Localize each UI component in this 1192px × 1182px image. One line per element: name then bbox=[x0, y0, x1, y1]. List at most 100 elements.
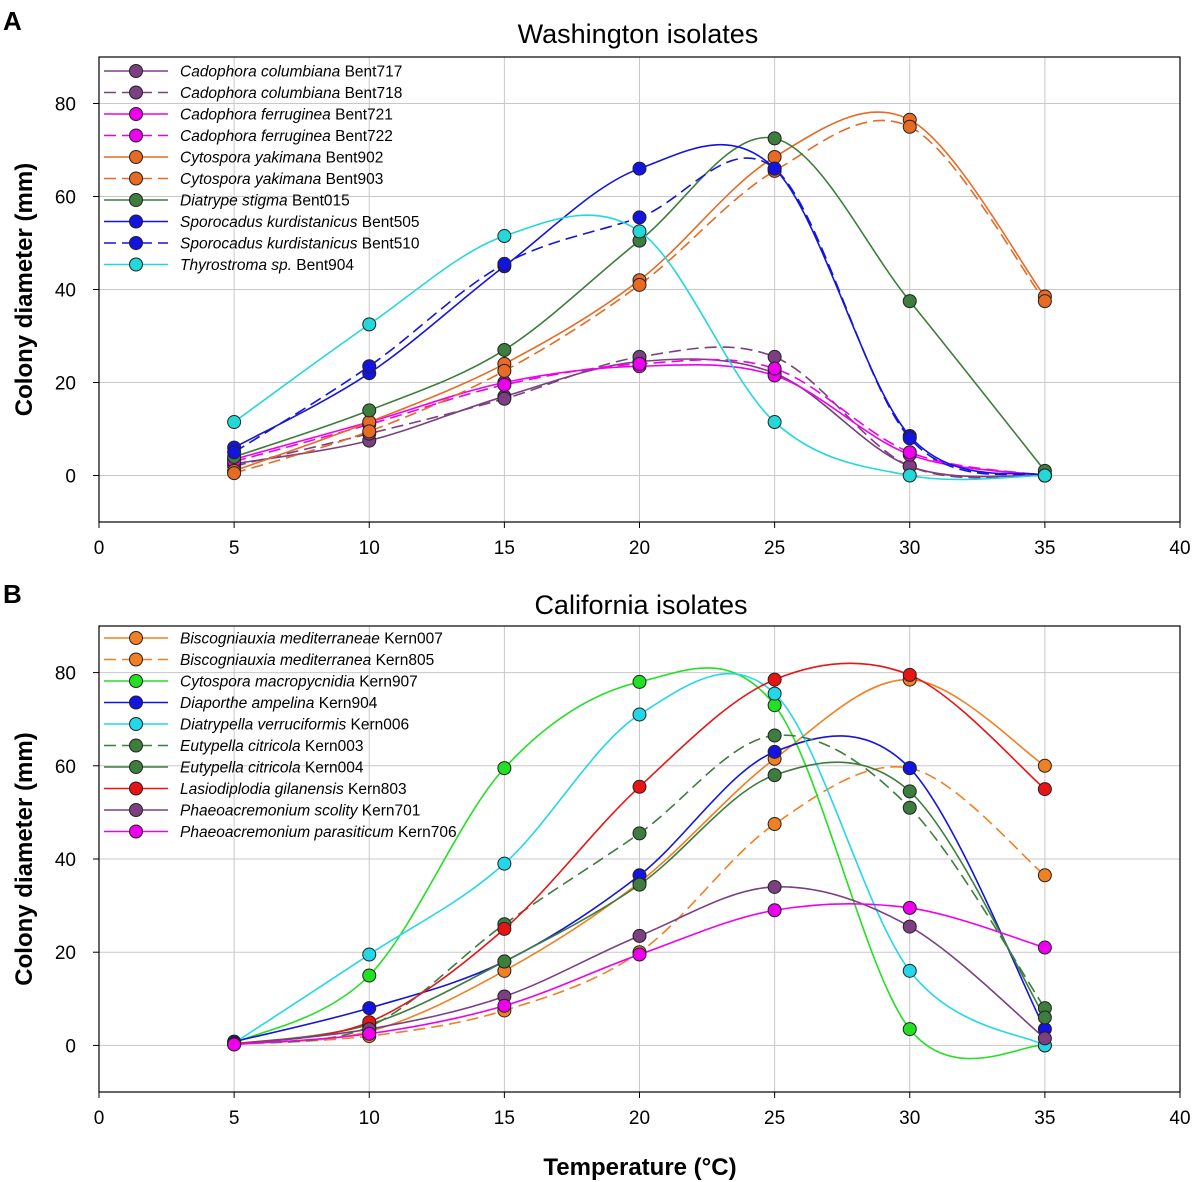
data-point bbox=[497, 377, 512, 392]
legend-marker bbox=[129, 64, 143, 78]
x-tick-label: 25 bbox=[764, 1108, 785, 1129]
legend-species: Phaeoacremonium scolity bbox=[180, 803, 359, 820]
data-point bbox=[632, 779, 647, 794]
data-point bbox=[632, 826, 647, 841]
y-tick-label: 20 bbox=[55, 374, 76, 395]
legend-marker bbox=[129, 781, 143, 796]
x-tick-label: 40 bbox=[1169, 1108, 1190, 1129]
x-tick-label: 30 bbox=[899, 538, 920, 559]
data-point bbox=[497, 761, 512, 776]
data-point bbox=[362, 1026, 377, 1041]
legend-label: Diaporthe ampelina Kern904 bbox=[180, 695, 378, 712]
data-point bbox=[362, 1001, 377, 1016]
legend-species: Lasiodiplodia gilanensis bbox=[180, 781, 344, 798]
legend-label: Eutypella citricola Kern003 bbox=[180, 738, 364, 755]
x-tick-label: 35 bbox=[1034, 1108, 1055, 1129]
data-point bbox=[902, 1022, 917, 1037]
data-point bbox=[902, 900, 917, 915]
legend-marker bbox=[129, 236, 143, 250]
legend-strain: Kern706 bbox=[394, 824, 457, 841]
legend-species: Eutypella citricola bbox=[180, 738, 301, 755]
legend-strain: Bent722 bbox=[331, 128, 393, 145]
data-point bbox=[497, 998, 512, 1013]
data-point bbox=[767, 349, 782, 364]
data-point bbox=[767, 131, 782, 146]
legend-species: Cytospora yakimana bbox=[180, 150, 322, 167]
legend-strain: Bent718 bbox=[340, 85, 402, 102]
x-axis-title: Temperature (°C) bbox=[543, 1154, 736, 1181]
data-point bbox=[902, 445, 917, 460]
data-point bbox=[632, 947, 647, 962]
panel-a-chart: 0 5 10 15 20 25 30 35 40 0 20 40 60 80 Colony diameter… bbox=[11, 56, 1191, 559]
y-tick-label: 20 bbox=[55, 943, 76, 964]
y-tick-label: 60 bbox=[55, 188, 76, 209]
x-tick-label: 20 bbox=[629, 538, 650, 559]
legend-strain: Bent510 bbox=[358, 236, 420, 253]
data-point bbox=[902, 784, 917, 799]
legend-label: Phaeoacremonium parasiticum Kern706 bbox=[180, 824, 457, 841]
legend-strain: Kern004 bbox=[301, 760, 364, 777]
legend-marker bbox=[129, 652, 143, 667]
data-point bbox=[632, 674, 647, 689]
legend-strain: Bent721 bbox=[331, 107, 393, 124]
legend-marker bbox=[129, 85, 143, 100]
x-tick-label: 10 bbox=[359, 1108, 380, 1129]
legend-marker bbox=[129, 128, 143, 143]
data-point bbox=[227, 466, 242, 481]
data-point bbox=[767, 817, 782, 832]
y-tick-label: 60 bbox=[55, 757, 76, 778]
data-point bbox=[902, 431, 917, 446]
legend-marker bbox=[129, 257, 143, 272]
legend-marker bbox=[129, 193, 143, 207]
y-tick-label: 0 bbox=[65, 1036, 76, 1057]
data-point bbox=[497, 391, 512, 406]
legend-species: Cadophora ferruginea bbox=[180, 107, 331, 124]
data-point bbox=[902, 294, 917, 309]
legend-species: Eutypella citricola bbox=[180, 760, 301, 777]
legend-marker bbox=[129, 803, 143, 817]
x-tick-label: 40 bbox=[1169, 538, 1190, 559]
data-point bbox=[767, 744, 782, 759]
legend-species: Biscogniauxia mediterraneae bbox=[180, 631, 380, 648]
data-point bbox=[767, 728, 782, 743]
data-point bbox=[767, 879, 782, 894]
legend-species: Biscogniauxia mediterranea bbox=[180, 652, 372, 669]
data-point bbox=[632, 356, 647, 371]
data-point bbox=[497, 921, 512, 936]
legend-species: Cytospora yakimana bbox=[180, 171, 322, 188]
y-axis-title: Colony diameter (mm) bbox=[11, 163, 38, 416]
x-tick-label: 15 bbox=[494, 1108, 515, 1129]
legend-marker bbox=[129, 107, 143, 121]
data-point bbox=[632, 161, 647, 176]
legend-label: Cadophora columbiana Bent718 bbox=[180, 85, 402, 102]
data-point bbox=[227, 415, 242, 430]
x-tick-label: 0 bbox=[94, 1108, 105, 1129]
data-point bbox=[767, 361, 782, 376]
data-point bbox=[632, 707, 647, 722]
data-point bbox=[632, 277, 647, 292]
data-point bbox=[902, 919, 917, 934]
legend-label: Sporocadus kurdistanicus Bent505 bbox=[180, 214, 420, 231]
legend-strain: Bent505 bbox=[358, 214, 420, 231]
legend-species: Sporocadus kurdistanicus bbox=[180, 236, 358, 253]
data-point bbox=[227, 445, 242, 460]
data-point bbox=[362, 968, 377, 983]
legend-species: Cadophora ferruginea bbox=[180, 128, 331, 145]
legend-species: Sporocadus kurdistanicus bbox=[180, 214, 358, 231]
legend-marker bbox=[129, 738, 143, 753]
panel-a-title: Washington isolates bbox=[518, 19, 759, 49]
data-point bbox=[362, 317, 377, 332]
legend-strain: Kern803 bbox=[344, 781, 407, 798]
legend-strain: Kern007 bbox=[380, 631, 443, 648]
legend-marker bbox=[129, 717, 143, 731]
legend-marker bbox=[129, 214, 143, 229]
data-point bbox=[1037, 1010, 1052, 1025]
data-point bbox=[902, 468, 917, 483]
data-point bbox=[632, 877, 647, 892]
data-point bbox=[227, 1037, 242, 1052]
data-point bbox=[362, 947, 377, 962]
legend-marker bbox=[129, 674, 143, 688]
data-point bbox=[767, 161, 782, 176]
